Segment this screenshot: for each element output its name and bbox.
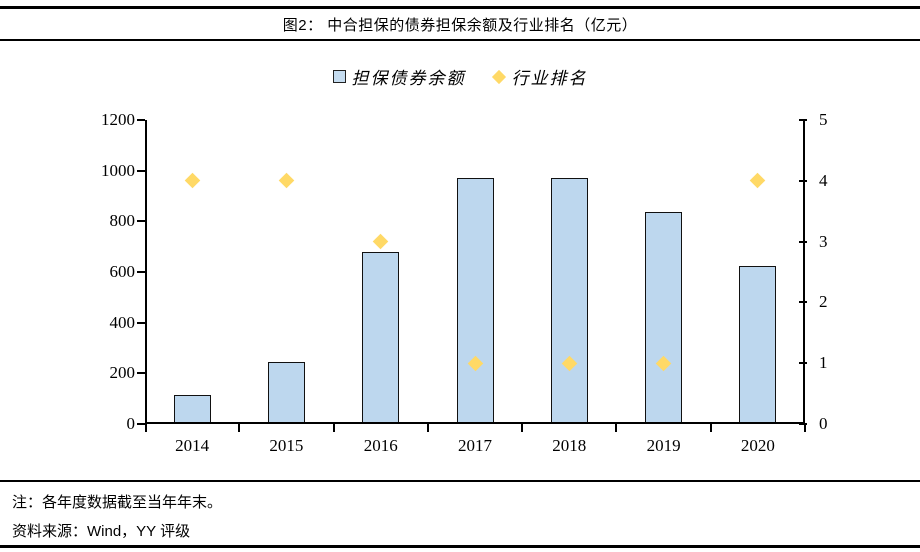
legend-label-industry-rank: 行业排名	[511, 69, 588, 88]
right-axis-label-2: 2	[819, 292, 828, 312]
right-axis-label-4: 4	[819, 170, 828, 190]
bar-2016	[362, 252, 400, 422]
chart-note: 注：各年度数据截至当年年末。	[12, 494, 223, 511]
x-axis-tick-7	[804, 424, 806, 432]
bottom-rule	[0, 545, 920, 548]
left-axis-tick-600	[137, 271, 145, 273]
legend-item-industry-rank: 行业排名	[491, 64, 588, 89]
figure-title: 图2： 中合担保的债券担保余额及行业排名（亿元）	[282, 17, 638, 34]
x-axis-tick-4	[521, 424, 524, 432]
right-axis-tick-3	[799, 240, 807, 243]
rank-diamond-2014	[184, 173, 200, 189]
right-axis-tick-0	[799, 423, 807, 425]
left-axis-label-600: 600	[109, 262, 136, 281]
legend-square-icon	[332, 70, 346, 83]
x-axis-label-2014: 2014	[175, 436, 210, 455]
right-axis-label-3: 3	[819, 231, 828, 251]
right-axis-label-0: 0	[819, 414, 828, 433]
legend-diamond-shape	[491, 69, 506, 84]
left-axis-label-400: 400	[109, 312, 136, 332]
left-axis-label-0: 0	[126, 414, 136, 433]
right-axis-label-5: 5	[819, 110, 828, 129]
x-axis-label-2016: 2016	[363, 436, 398, 455]
note-separator-rule	[0, 480, 920, 482]
rank-diamond-2020	[750, 173, 766, 189]
right-axis-tick-2	[799, 301, 807, 304]
x-axis-tick-6	[709, 424, 712, 432]
data-source-note: 资料来源：Wind，YY 评级	[12, 523, 191, 540]
rank-diamond-2016	[372, 233, 389, 250]
x-axis-label-2015: 2015	[269, 436, 304, 455]
x-axis-tick-5	[615, 424, 618, 432]
x-axis-label-2019: 2019	[646, 436, 681, 455]
legend-diamond-icon	[491, 69, 506, 84]
x-axis-label-2018: 2018	[552, 436, 587, 455]
bar-2014	[173, 395, 211, 422]
bar-2017	[456, 177, 494, 422]
left-axis-tick-1000	[137, 169, 145, 172]
left-axis-tick-400	[137, 321, 145, 324]
rank-diamond-2015	[278, 173, 295, 189]
right-axis-tick-5	[799, 119, 807, 121]
x-axis-tick-1	[238, 424, 241, 432]
left-axis-label-200: 200	[109, 363, 136, 383]
bar-2019	[645, 211, 683, 422]
bar-2020	[739, 265, 777, 422]
legend-label-bond-balance: 担保债券余额	[351, 69, 466, 88]
title-underline-rule	[0, 39, 920, 41]
left-axis-tick-200	[137, 372, 145, 375]
left-axis-tick-0	[137, 423, 145, 425]
x-axis-tick-3	[426, 424, 429, 432]
left-axis-label-1000: 1000	[101, 160, 135, 180]
left-axis-tick-1200	[137, 119, 145, 121]
right-axis-label-1: 1	[819, 353, 828, 373]
right-axis-tick-4	[799, 179, 807, 182]
right-axis-tick-1	[799, 362, 807, 365]
x-axis-label-2020: 2020	[740, 436, 775, 455]
bar-2015	[267, 362, 305, 422]
chart-plot-area: 0 200 400 600 800 1000 1200 0 1 2 3 4 5 2014 2015 2016 2…	[101, 110, 828, 455]
bar-2018	[550, 178, 588, 422]
top-rule	[0, 6, 920, 9]
left-axis-tick-800	[137, 220, 145, 223]
legend-item-bond-balance: 担保债券余额	[332, 64, 466, 89]
x-axis-label-2017: 2017	[457, 436, 492, 455]
left-axis-label-1200: 1200	[101, 110, 135, 129]
x-axis-tick-0	[145, 424, 147, 432]
left-axis-label-800: 800	[109, 211, 136, 231]
chart-legend: 担保债券余额 行业排名	[0, 64, 920, 89]
x-axis-tick-2	[332, 424, 335, 432]
